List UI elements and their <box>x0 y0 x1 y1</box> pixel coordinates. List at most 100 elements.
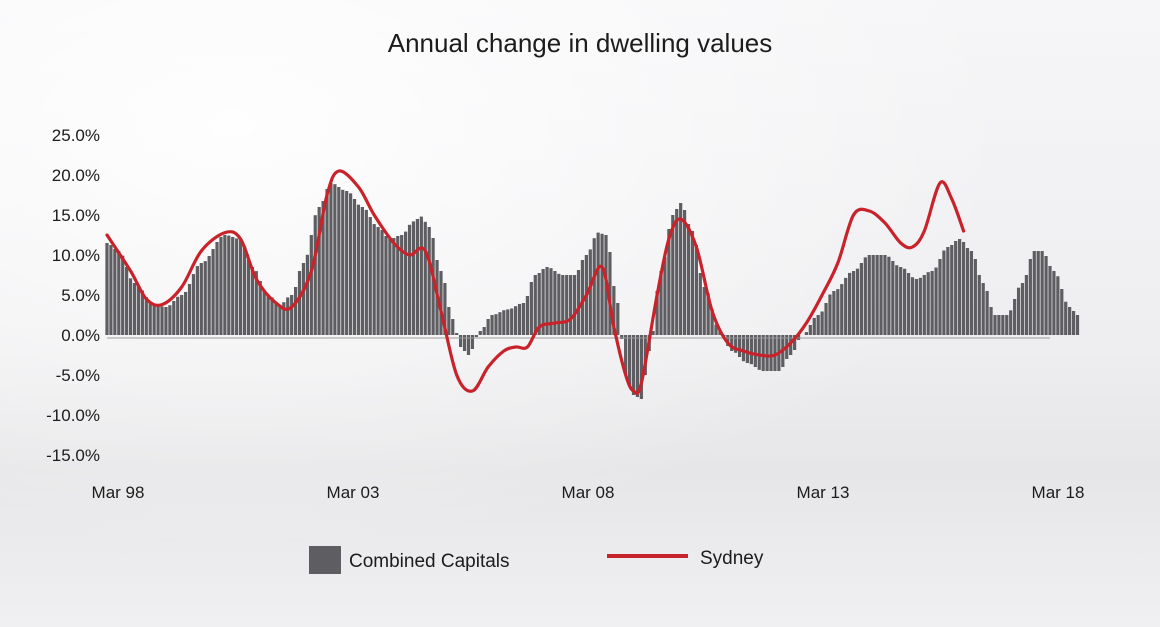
combined-capitals-bar <box>250 267 254 335</box>
legend-swatch-combined-capitals <box>309 546 341 574</box>
combined-capitals-bar <box>341 189 345 335</box>
combined-capitals-bar <box>946 247 950 335</box>
combined-capitals-bar <box>1075 315 1080 335</box>
combined-capitals-bar <box>1048 266 1052 335</box>
combined-capitals-bar <box>270 297 274 335</box>
combined-capitals-bar <box>557 273 561 335</box>
combined-capitals-bar <box>187 283 192 335</box>
combined-capitals-bar <box>761 335 765 371</box>
combined-capitals-bar <box>411 221 416 335</box>
combined-capitals-bar <box>1036 251 1040 335</box>
combined-capitals-bar <box>675 209 679 335</box>
combined-capitals-bar <box>235 238 239 335</box>
combined-capitals-bar <box>824 303 828 335</box>
combined-capitals-bar <box>404 231 408 335</box>
combined-capitals-bar <box>993 315 997 335</box>
combined-capitals-bar <box>132 283 137 335</box>
combined-capitals-bar <box>592 238 596 335</box>
legend-label-sydney: Sydney <box>700 548 764 569</box>
combined-capitals-bar <box>415 219 420 335</box>
combined-capitals-bar <box>172 301 176 335</box>
combined-capitals-bar <box>400 235 404 335</box>
combined-capitals-bar <box>529 282 533 335</box>
combined-capitals-bar <box>368 217 372 335</box>
combined-capitals-bar <box>254 271 258 335</box>
combined-capitals-bar <box>734 335 738 353</box>
combined-capitals-bar <box>396 236 400 335</box>
y-tick-label: 0.0% <box>61 326 100 345</box>
combined-capitals-bar <box>517 303 522 335</box>
sydney-line-series <box>105 169 966 396</box>
combined-capitals-bar <box>144 297 148 335</box>
combined-capitals-bar <box>195 266 199 335</box>
combined-capitals-bar <box>702 287 706 335</box>
combined-capitals-bar <box>934 267 938 335</box>
combined-capitals-bar <box>883 255 887 335</box>
combined-capitals-bar <box>616 303 620 335</box>
combined-capitals-bar <box>160 306 164 335</box>
combined-capitals-bar <box>820 311 824 335</box>
combined-capitals-bar <box>199 263 203 335</box>
combined-capitals-bar <box>997 315 1001 335</box>
combined-capitals-bar <box>627 335 632 385</box>
combined-capitals-bar <box>333 184 337 335</box>
combined-capitals-bar <box>1028 259 1032 335</box>
combined-capitals-bar <box>977 275 981 335</box>
combined-capitals-bar <box>156 305 160 335</box>
sydney-line <box>105 169 966 396</box>
y-tick-label: -5.0% <box>56 366 100 385</box>
combined-capitals-bar <box>470 335 475 349</box>
combined-capitals-bar <box>168 305 172 335</box>
combined-capitals-bar <box>282 302 286 335</box>
combined-capitals-bar <box>1068 307 1072 335</box>
combined-capitals-bar <box>109 245 113 335</box>
combined-capitals-bar <box>737 335 742 357</box>
combined-capitals-bar <box>612 286 616 335</box>
combined-capitals-bar <box>266 295 270 335</box>
combined-capitals-bar <box>714 324 718 335</box>
combined-capitals-bar <box>690 231 695 335</box>
combined-capitals-bar <box>380 230 384 335</box>
combined-capitals-bar <box>572 275 577 335</box>
combined-capitals-bar <box>128 278 133 335</box>
combined-capitals-bar <box>569 275 573 335</box>
combined-capitals-bar <box>741 335 746 362</box>
combined-capitals-bar <box>494 314 498 335</box>
combined-capitals-bar <box>364 209 368 335</box>
combined-capitals-bar <box>388 239 392 335</box>
combined-capitals-bar <box>337 187 341 335</box>
combined-capitals-bar <box>710 309 714 335</box>
combined-capitals-bar <box>148 302 152 335</box>
combined-capitals-bar <box>113 249 117 335</box>
combined-capitals-bar <box>301 263 306 335</box>
combined-capitals-bar <box>372 224 376 335</box>
y-tick-label: -10.0% <box>46 406 100 425</box>
combined-capitals-bar <box>694 245 698 335</box>
x-axis-ticks: Mar 98 Mar 03 Mar 08 Mar 13 Mar 18 <box>92 483 1085 502</box>
combined-capitals-bar <box>207 256 211 335</box>
combined-capitals-bar <box>1044 256 1048 335</box>
combined-capitals-bar <box>349 193 353 335</box>
combined-capitals-bar <box>262 290 266 335</box>
combined-capitals-bar <box>954 241 958 335</box>
combined-capitals-bar <box>1060 289 1064 335</box>
combined-capitals-bar <box>903 268 907 335</box>
combined-capitals-bar <box>895 265 899 335</box>
combined-capitals-bar <box>286 297 290 335</box>
y-tick-label: 5.0% <box>61 286 100 305</box>
combined-capitals-bar <box>455 333 459 335</box>
combined-capitals-bar <box>840 284 844 335</box>
combined-capitals-bar <box>930 271 934 335</box>
combined-capitals-bar <box>580 260 585 335</box>
combined-capitals-bar <box>639 335 643 399</box>
combined-capitals-bar <box>596 232 600 335</box>
y-tick-label: 15.0% <box>52 206 100 225</box>
combined-capitals-bar <box>274 302 278 335</box>
combined-capitals-bar <box>407 224 412 335</box>
combined-capitals-bar <box>651 331 655 335</box>
combined-capitals-bar <box>490 315 494 335</box>
combined-capitals-bar <box>533 275 537 335</box>
combined-capitals-bar <box>1024 275 1029 335</box>
combined-capitals-bar <box>950 245 954 335</box>
